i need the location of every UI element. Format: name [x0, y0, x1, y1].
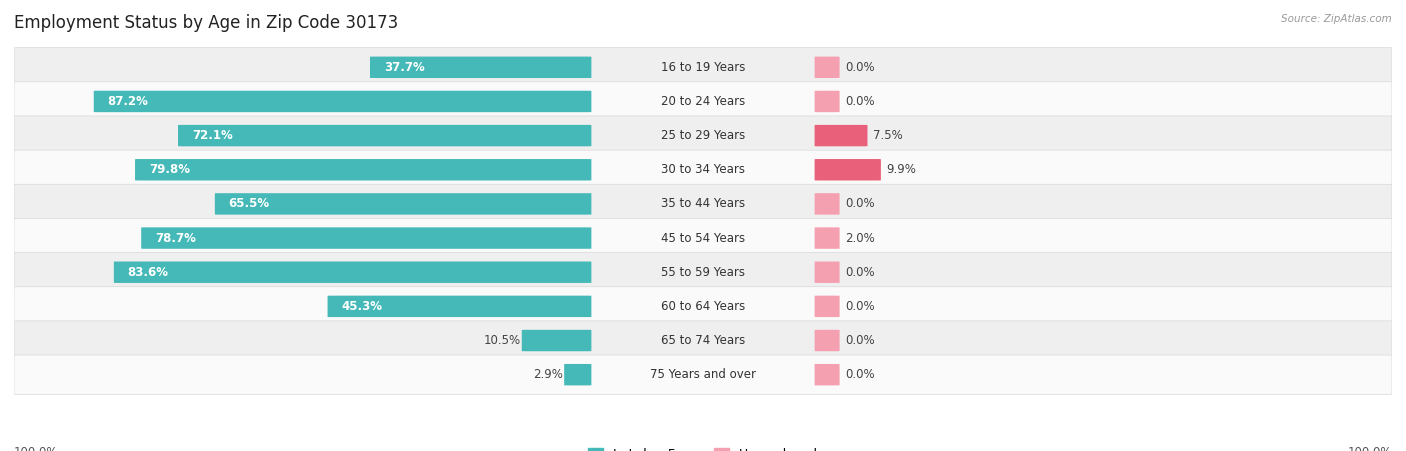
Text: Employment Status by Age in Zip Code 30173: Employment Status by Age in Zip Code 301… [14, 14, 398, 32]
FancyBboxPatch shape [14, 48, 1392, 87]
Text: 0.0%: 0.0% [845, 266, 875, 279]
Text: 83.6%: 83.6% [128, 266, 169, 279]
FancyBboxPatch shape [179, 125, 592, 146]
Text: 0.0%: 0.0% [845, 198, 875, 211]
Text: 30 to 34 Years: 30 to 34 Years [661, 163, 745, 176]
FancyBboxPatch shape [114, 262, 592, 283]
Text: 78.7%: 78.7% [155, 231, 195, 244]
Text: 25 to 29 Years: 25 to 29 Years [661, 129, 745, 142]
Text: 0.0%: 0.0% [845, 368, 875, 381]
FancyBboxPatch shape [14, 150, 1392, 189]
FancyBboxPatch shape [564, 364, 592, 386]
FancyBboxPatch shape [141, 227, 592, 249]
Text: 35 to 44 Years: 35 to 44 Years [661, 198, 745, 211]
FancyBboxPatch shape [370, 56, 592, 78]
Text: 2.0%: 2.0% [845, 231, 875, 244]
Text: 87.2%: 87.2% [107, 95, 149, 108]
FancyBboxPatch shape [814, 125, 868, 146]
Text: 75 Years and over: 75 Years and over [650, 368, 756, 381]
FancyBboxPatch shape [814, 262, 839, 283]
Text: 20 to 24 Years: 20 to 24 Years [661, 95, 745, 108]
Text: 65 to 74 Years: 65 to 74 Years [661, 334, 745, 347]
FancyBboxPatch shape [814, 364, 839, 386]
FancyBboxPatch shape [14, 218, 1392, 258]
FancyBboxPatch shape [814, 227, 839, 249]
FancyBboxPatch shape [215, 193, 592, 215]
FancyBboxPatch shape [14, 321, 1392, 360]
Text: 72.1%: 72.1% [191, 129, 232, 142]
Text: 79.8%: 79.8% [149, 163, 190, 176]
Legend: In Labor Force, Unemployed: In Labor Force, Unemployed [588, 448, 818, 451]
FancyBboxPatch shape [522, 330, 592, 351]
FancyBboxPatch shape [135, 159, 592, 180]
FancyBboxPatch shape [814, 56, 839, 78]
FancyBboxPatch shape [814, 330, 839, 351]
Text: 0.0%: 0.0% [845, 300, 875, 313]
FancyBboxPatch shape [14, 184, 1392, 224]
FancyBboxPatch shape [814, 159, 882, 180]
FancyBboxPatch shape [14, 287, 1392, 326]
Text: Source: ZipAtlas.com: Source: ZipAtlas.com [1281, 14, 1392, 23]
Text: 100.0%: 100.0% [14, 446, 59, 451]
FancyBboxPatch shape [328, 296, 592, 317]
FancyBboxPatch shape [814, 296, 839, 317]
Text: 55 to 59 Years: 55 to 59 Years [661, 266, 745, 279]
Text: 0.0%: 0.0% [845, 61, 875, 74]
FancyBboxPatch shape [14, 355, 1392, 394]
Text: 10.5%: 10.5% [484, 334, 520, 347]
FancyBboxPatch shape [14, 116, 1392, 155]
Text: 0.0%: 0.0% [845, 334, 875, 347]
FancyBboxPatch shape [14, 82, 1392, 121]
Text: 0.0%: 0.0% [845, 95, 875, 108]
Text: 37.7%: 37.7% [384, 61, 425, 74]
Text: 100.0%: 100.0% [1347, 446, 1392, 451]
FancyBboxPatch shape [14, 253, 1392, 292]
Text: 45.3%: 45.3% [342, 300, 382, 313]
Text: 16 to 19 Years: 16 to 19 Years [661, 61, 745, 74]
Text: 2.9%: 2.9% [533, 368, 562, 381]
Text: 45 to 54 Years: 45 to 54 Years [661, 231, 745, 244]
Text: 60 to 64 Years: 60 to 64 Years [661, 300, 745, 313]
FancyBboxPatch shape [94, 91, 592, 112]
Text: 9.9%: 9.9% [886, 163, 917, 176]
FancyBboxPatch shape [814, 193, 839, 215]
Text: 7.5%: 7.5% [873, 129, 903, 142]
FancyBboxPatch shape [814, 91, 839, 112]
Text: 65.5%: 65.5% [229, 198, 270, 211]
